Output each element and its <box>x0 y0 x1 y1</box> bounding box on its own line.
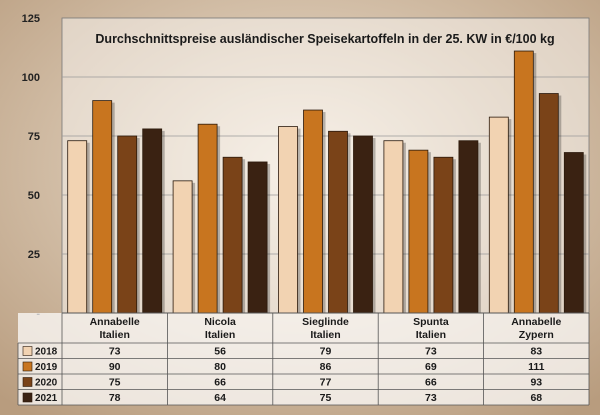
data-label: 93 <box>530 377 542 389</box>
legend-swatch <box>22 392 33 403</box>
x-tick-label: Italien <box>100 329 130 341</box>
y-tick-label: 25 <box>28 249 40 261</box>
data-label: 80 <box>214 361 226 373</box>
x-tick-label: Italien <box>416 329 446 341</box>
x-tick-label: Annabelle <box>511 316 561 328</box>
x-tick-label: Annabelle <box>90 316 140 328</box>
legend-swatch <box>22 346 33 356</box>
data-label: 75 <box>109 377 121 389</box>
bar <box>303 109 323 314</box>
data-label: 64 <box>214 392 226 404</box>
x-tick-label: Italien <box>205 329 235 341</box>
bar <box>197 123 218 314</box>
bar <box>488 116 509 314</box>
data-label: 73 <box>425 392 437 404</box>
data-label: 78 <box>109 392 121 404</box>
data-label: 68 <box>530 392 542 404</box>
bar <box>328 130 348 314</box>
data-label: 66 <box>214 377 226 389</box>
x-tick-label: Spunta <box>413 316 449 328</box>
bar <box>458 140 479 314</box>
data-label: 73 <box>425 346 437 358</box>
y-tick-label: 75 <box>28 131 40 143</box>
data-label: 75 <box>320 392 332 404</box>
bar <box>172 180 193 314</box>
legend-label: 2019 <box>35 362 58 373</box>
legend-label: 2021 <box>35 393 58 404</box>
bar <box>353 135 373 314</box>
data-label: 86 <box>320 361 332 373</box>
bar <box>222 156 243 314</box>
y-tick-label: 100 <box>22 72 40 84</box>
bar <box>513 50 534 314</box>
bar <box>278 126 298 314</box>
bar <box>142 128 163 314</box>
data-label: 77 <box>320 377 332 389</box>
x-tick-label: Sieglinde <box>302 316 349 328</box>
data-label: 79 <box>320 346 332 358</box>
data-label: 56 <box>214 346 226 358</box>
bar <box>383 140 404 314</box>
legend-swatch <box>22 377 33 387</box>
data-label: 69 <box>425 361 437 373</box>
bar <box>563 152 584 314</box>
data-label: 66 <box>425 377 437 389</box>
legend-swatch <box>22 361 33 372</box>
bar <box>538 93 559 314</box>
bar <box>117 135 138 314</box>
legend-label: 2020 <box>35 378 58 389</box>
x-tick-label: Italien <box>310 329 340 341</box>
data-label: 73 <box>109 346 121 358</box>
y-tick-label: 50 <box>28 190 40 202</box>
bar <box>247 161 268 314</box>
y-tick-label: 125 <box>22 13 40 25</box>
data-label: 90 <box>109 361 121 373</box>
bar <box>433 156 454 314</box>
x-tick-label: Nicola <box>204 316 236 328</box>
bar <box>92 100 113 314</box>
legend-label: 2018 <box>35 347 58 358</box>
data-label: 111 <box>528 361 545 373</box>
bar <box>408 149 429 314</box>
data-label: 83 <box>530 346 542 358</box>
chart-title: Durchschnittspreise ausländischer Speise… <box>95 32 554 46</box>
bar <box>67 140 88 314</box>
x-tick-label: Zypern <box>519 329 554 341</box>
